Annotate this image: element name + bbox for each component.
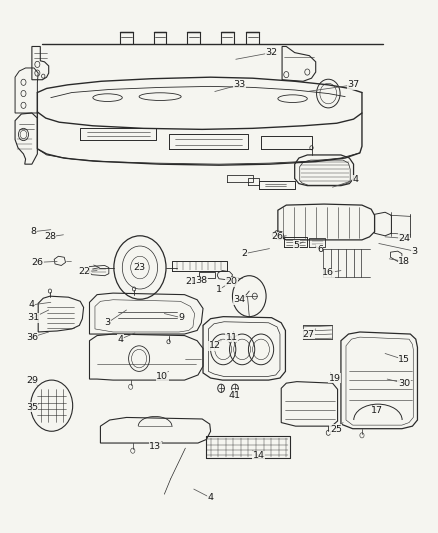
Text: 37: 37 [347, 80, 360, 90]
Text: 19: 19 [328, 374, 341, 383]
Text: 1: 1 [216, 285, 222, 294]
Text: 9: 9 [178, 313, 184, 322]
Text: 26: 26 [271, 232, 283, 241]
Text: 3: 3 [411, 247, 417, 256]
Text: 18: 18 [398, 257, 410, 266]
Text: 4: 4 [353, 175, 359, 184]
Text: 25: 25 [330, 425, 342, 434]
Text: 20: 20 [226, 277, 237, 286]
Text: 13: 13 [149, 442, 161, 451]
Text: 26: 26 [32, 258, 43, 267]
Text: 22: 22 [78, 267, 90, 276]
Text: 8: 8 [30, 227, 36, 236]
Text: 6: 6 [317, 245, 323, 254]
Text: 30: 30 [398, 378, 410, 387]
Text: 23: 23 [133, 263, 145, 272]
Text: 14: 14 [253, 451, 265, 461]
Text: 11: 11 [226, 333, 237, 342]
Text: 4: 4 [208, 493, 214, 502]
Text: 36: 36 [26, 333, 38, 342]
Text: 28: 28 [44, 232, 56, 241]
Text: 27: 27 [302, 329, 314, 338]
Text: 38: 38 [195, 276, 208, 285]
Text: 4: 4 [29, 301, 35, 309]
Text: 34: 34 [233, 295, 245, 304]
Text: 35: 35 [26, 403, 38, 411]
Text: 21: 21 [186, 277, 198, 286]
Text: 32: 32 [265, 48, 278, 57]
Text: 17: 17 [371, 406, 383, 415]
Text: 16: 16 [322, 268, 334, 277]
Text: 31: 31 [27, 313, 39, 322]
Text: 33: 33 [233, 80, 245, 90]
Text: 5: 5 [294, 240, 300, 249]
Text: 29: 29 [26, 376, 38, 385]
Text: 10: 10 [156, 372, 168, 381]
Text: 15: 15 [398, 355, 410, 364]
Text: 3: 3 [105, 318, 111, 327]
Text: 2: 2 [241, 249, 247, 258]
Text: 41: 41 [229, 391, 241, 400]
Text: 24: 24 [398, 234, 410, 243]
Text: 4: 4 [117, 335, 123, 344]
Text: 12: 12 [209, 341, 221, 350]
